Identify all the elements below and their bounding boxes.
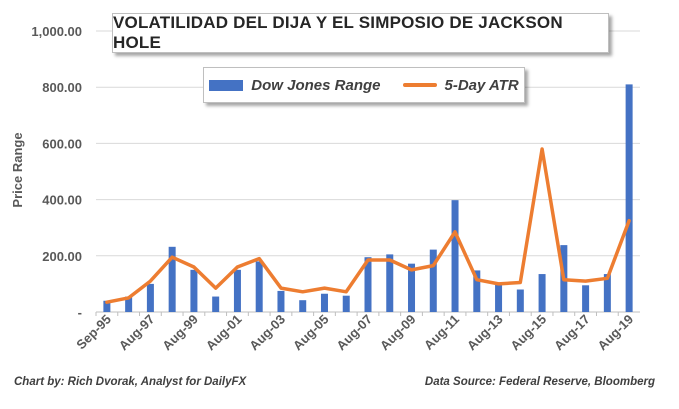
- x-axis-ticks: Sep-95 Aug-97 Aug-99 Aug-01 Aug-03 Aug-05 Aug-…: [73, 312, 636, 354]
- bar: [190, 269, 198, 312]
- bar: [168, 246, 176, 312]
- bar: [603, 274, 611, 312]
- bar: [255, 261, 263, 312]
- bar: [516, 289, 524, 312]
- x-tick-label: Aug-11: [421, 312, 462, 353]
- bar: [538, 274, 546, 312]
- legend-swatch-line: [402, 83, 437, 87]
- line-series: [105, 147, 631, 304]
- x-tick-label: Aug-05: [290, 312, 332, 354]
- bar: [212, 296, 220, 312]
- legend-item-bar: Dow Jones Range: [209, 76, 381, 94]
- x-tick-label: Aug-19: [594, 312, 636, 354]
- bar: [473, 270, 481, 312]
- bar: [625, 84, 633, 312]
- chart-credit: Chart by: Rich Dvorak, Analyst for Daily…: [14, 376, 247, 388]
- bar: [146, 283, 154, 312]
- bar: [320, 293, 328, 312]
- bar-series: [103, 84, 633, 312]
- x-tick-label: Aug-97: [116, 312, 158, 354]
- bar: [386, 254, 394, 312]
- legend-swatch-bar: [209, 79, 244, 91]
- y-tick-label: -: [78, 305, 82, 320]
- y-tick-label: 400.00: [42, 193, 82, 208]
- legend-label-bar: Dow Jones Range: [251, 76, 381, 94]
- y-tick-label: 1,000.00: [31, 24, 82, 39]
- bar: [233, 269, 241, 312]
- y-tick-label: 200.00: [42, 249, 82, 264]
- bar: [408, 263, 416, 312]
- legend: Dow Jones Range 5-Day ATR: [203, 67, 525, 103]
- bar: [582, 285, 590, 312]
- x-tick-label: Aug-13: [464, 312, 506, 354]
- x-tick-label: Aug-15: [507, 312, 549, 354]
- y-tick-label: 600.00: [42, 136, 82, 151]
- bar: [125, 296, 133, 312]
- x-tick-label: Aug-99: [159, 312, 201, 354]
- x-tick-label: Aug-09: [377, 312, 419, 354]
- data-source: Data Source: Federal Reserve, Bloomberg: [424, 376, 655, 388]
- bar: [299, 300, 307, 312]
- bar: [429, 249, 437, 312]
- legend-item-line: 5-Day ATR: [402, 76, 519, 94]
- chart-title: VOLATILIDAD DEL DIJA Y EL SIMPOSIO DE JA…: [112, 13, 609, 53]
- x-tick-label: Aug-03: [246, 312, 288, 354]
- bar: [451, 200, 459, 312]
- atr-line: [105, 147, 631, 304]
- x-tick-label: Aug-01: [203, 312, 245, 354]
- bar: [495, 283, 503, 312]
- y-axis-ticks: - 200.00 400.00 600.00 800.00 1,000.00: [31, 24, 82, 320]
- legend-label-line: 5-Day ATR: [444, 76, 519, 94]
- bar: [364, 257, 372, 312]
- y-axis-label: Price Range: [10, 132, 25, 207]
- x-tick-label: Aug-17: [551, 312, 593, 354]
- bar: [342, 295, 350, 312]
- bar: [103, 300, 111, 312]
- bar: [277, 290, 285, 312]
- y-tick-label: 800.00: [42, 80, 82, 95]
- x-tick-label: Aug-07: [333, 312, 375, 354]
